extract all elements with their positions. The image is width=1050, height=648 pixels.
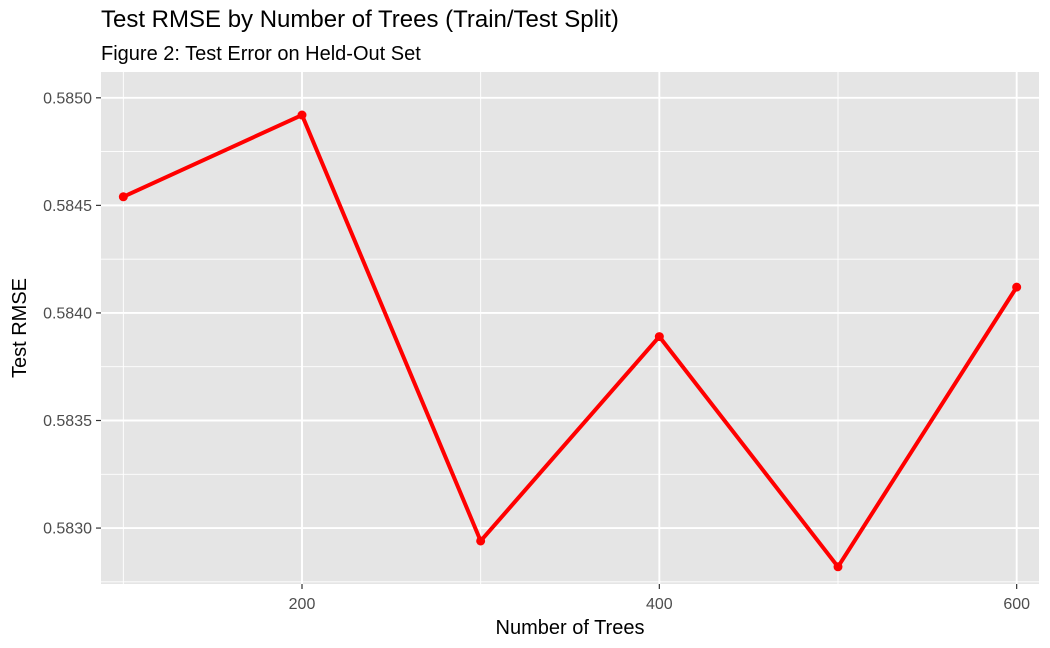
y-tick-label: 0.5850 [43, 90, 92, 107]
data-point [1012, 282, 1022, 292]
chart-title: Test RMSE by Number of Trees (Train/Test… [101, 6, 619, 33]
minor-gridlines [101, 72, 1039, 584]
plot-panel [101, 72, 1039, 584]
series-group [118, 110, 1022, 572]
y-axis-title: Test RMSE [9, 278, 31, 378]
data-point [118, 192, 128, 202]
data-point [476, 536, 486, 546]
data-point [297, 110, 307, 120]
series-line [121, 113, 1019, 569]
x-tick-label: 200 [289, 596, 316, 613]
chart-subtitle: Figure 2: Test Error on Held-Out Set [101, 43, 421, 65]
x-axis-title: Number of Trees [496, 617, 645, 639]
axis-ticks [96, 97, 1018, 589]
y-tick-label: 0.5840 [43, 305, 92, 322]
data-point [654, 332, 664, 342]
major-gridlines [101, 72, 1039, 584]
x-tick-label: 600 [1003, 596, 1030, 613]
y-tick-label: 0.5830 [43, 521, 92, 538]
y-tick-label: 0.5845 [43, 198, 92, 215]
data-point [833, 562, 843, 572]
y-tick-label: 0.5835 [43, 413, 92, 430]
axis-tick-labels: 200 400 600 0.5830 0.5835 0.5840 0.5845 0.5850 [43, 90, 1030, 613]
x-tick-label: 400 [646, 596, 673, 613]
